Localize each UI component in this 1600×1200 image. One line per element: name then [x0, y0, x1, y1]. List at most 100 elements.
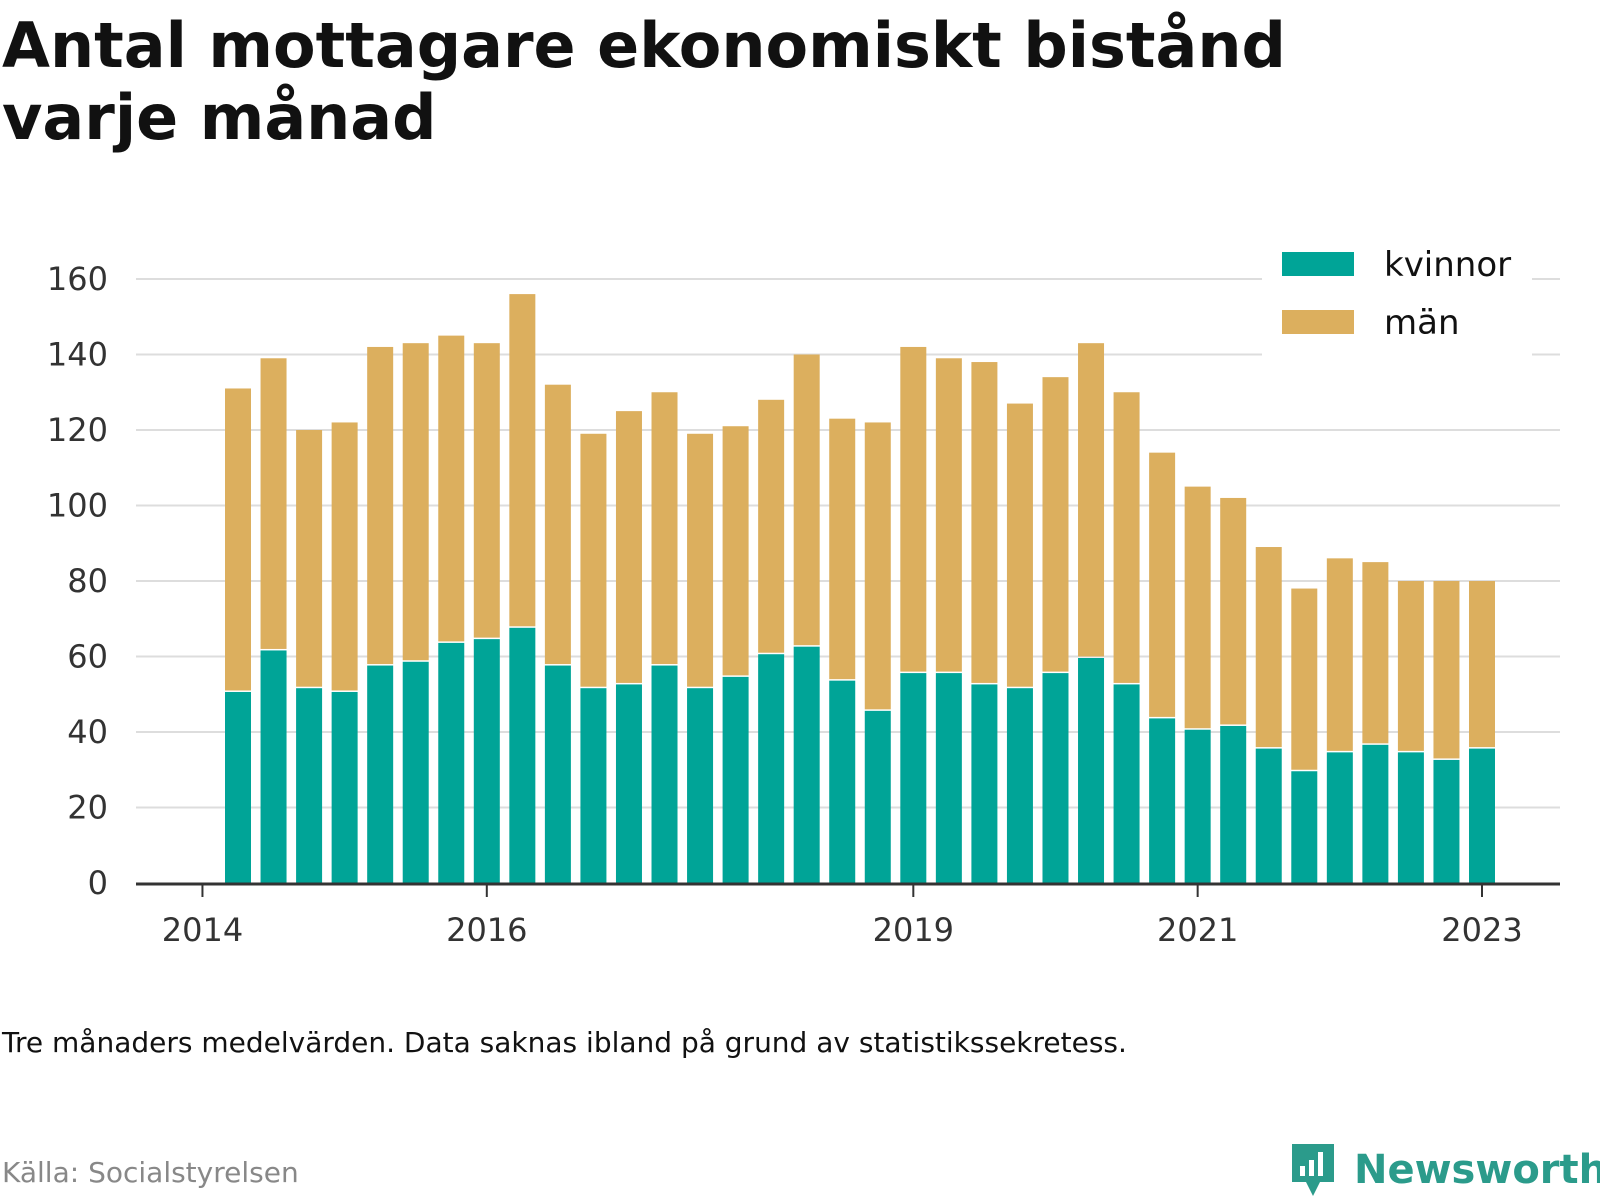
bar-kvinnor: [758, 654, 785, 883]
bar-man: [935, 358, 962, 672]
legend-label: män: [1384, 303, 1460, 343]
bar-man: [1255, 547, 1282, 748]
bar-man: [544, 384, 571, 665]
bar-man: [1006, 403, 1033, 687]
bar-man: [1469, 581, 1495, 748]
x-tick-label: 2023: [1441, 911, 1522, 949]
y-tick-label: 60: [67, 638, 108, 676]
bar-man: [1362, 562, 1389, 744]
x-tick-label: 2021: [1157, 911, 1238, 949]
y-tick-label: 80: [67, 562, 108, 600]
bar-kvinnor: [1397, 752, 1424, 883]
y-tick-label: 120: [47, 411, 108, 449]
y-axis: 0 20 40 60 80 100 120 140 160: [47, 260, 108, 902]
bar-kvinnor: [1113, 684, 1140, 883]
bar-kvinnor: [367, 665, 394, 883]
bar-man: [1184, 486, 1211, 729]
legend: kvinnor män: [1262, 238, 1532, 356]
bar-kvinnor: [1184, 729, 1211, 883]
bar-kvinnor: [296, 688, 323, 883]
bar-kvinnor: [864, 710, 891, 883]
y-tick-label: 160: [47, 260, 108, 298]
bar-kvinnor: [580, 688, 607, 883]
bar-kvinnor: [793, 646, 820, 883]
bar-man: [1326, 558, 1353, 751]
bar-man: [225, 388, 251, 691]
bar-kvinnor: [1220, 725, 1247, 883]
legend-swatch-man: [1282, 310, 1354, 334]
y-tick-label: 100: [47, 487, 108, 525]
legend-label: kvinnor: [1384, 245, 1511, 285]
bar-man: [900, 346, 927, 672]
bar-kvinnor: [615, 684, 642, 883]
bar-kvinnor: [544, 665, 571, 883]
bar-man: [1220, 497, 1247, 725]
bar-kvinnor: [722, 676, 749, 883]
bar-man: [438, 335, 465, 642]
bar-kvinnor: [971, 684, 998, 883]
bar-man: [758, 399, 785, 653]
bar-man: [367, 346, 394, 665]
bar-kvinnor: [829, 680, 856, 883]
bar-kvinnor: [473, 639, 500, 883]
bar-kvinnor: [1255, 748, 1282, 883]
bar-man: [722, 426, 749, 676]
bar-kvinnor: [1362, 744, 1389, 883]
bars: [225, 294, 1495, 883]
bar-kvinnor: [1326, 752, 1353, 883]
bar-man: [1397, 581, 1424, 751]
bar-man: [331, 422, 358, 691]
bar-man: [687, 433, 714, 687]
bar-man: [864, 422, 891, 710]
bar-man: [615, 411, 642, 683]
bar-man: [829, 418, 856, 680]
bar-kvinnor: [1078, 658, 1105, 883]
bar-man: [1113, 392, 1140, 683]
brand-name: Newsworthy: [1354, 1147, 1600, 1193]
x-tick-label: 2016: [446, 911, 527, 949]
bar-kvinnor: [1149, 718, 1176, 883]
y-tick-label: 40: [67, 713, 108, 751]
bar-man: [1291, 588, 1318, 770]
bar-man: [260, 358, 287, 649]
bar-man: [971, 362, 998, 683]
bar-kvinnor: [900, 673, 927, 883]
bar-kvinnor: [1006, 688, 1033, 883]
newsworthy-logo-icon: [1292, 1144, 1334, 1196]
y-tick-label: 0: [88, 864, 108, 902]
bar-kvinnor: [651, 665, 678, 883]
bar-man: [580, 433, 607, 687]
bar-man: [793, 354, 820, 646]
bar-man: [473, 343, 500, 638]
bar-kvinnor: [935, 673, 962, 883]
bar-man: [651, 392, 678, 665]
chart-title: Antal mottagare ekonomiskt bistånd varje…: [2, 9, 1286, 154]
y-tick-label: 20: [67, 789, 108, 827]
bar-kvinnor: [331, 691, 358, 883]
bar-man: [1433, 581, 1460, 759]
bar-man: [1078, 343, 1105, 657]
bar-man: [1042, 377, 1069, 672]
bar-man: [509, 294, 536, 627]
bar-kvinnor: [1433, 759, 1460, 883]
y-tick-label: 140: [47, 336, 108, 374]
brand-logo[interactable]: Newsworthy: [1290, 1140, 1600, 1200]
chart-note: Tre månaders medelvärden. Data saknas ib…: [2, 1026, 1127, 1059]
bar-man: [1149, 452, 1176, 717]
bar-kvinnor: [509, 627, 536, 883]
x-tick-label: 2019: [873, 911, 954, 949]
bar-kvinnor: [260, 650, 287, 883]
bar-man: [402, 343, 429, 661]
bar-kvinnor: [402, 661, 429, 883]
bar-kvinnor: [1291, 771, 1318, 883]
x-axis: 2014 2016 2019 2021 2023: [136, 882, 1560, 949]
bar-man: [296, 430, 323, 687]
source-label: Källa: Socialstyrelsen: [2, 1156, 299, 1189]
bar-kvinnor: [1469, 748, 1495, 883]
bar-kvinnor: [438, 642, 465, 883]
bar-kvinnor: [687, 688, 714, 883]
x-tick-label: 2014: [162, 911, 243, 949]
legend-swatch-kvinnor: [1282, 252, 1354, 276]
bar-kvinnor: [225, 691, 251, 883]
